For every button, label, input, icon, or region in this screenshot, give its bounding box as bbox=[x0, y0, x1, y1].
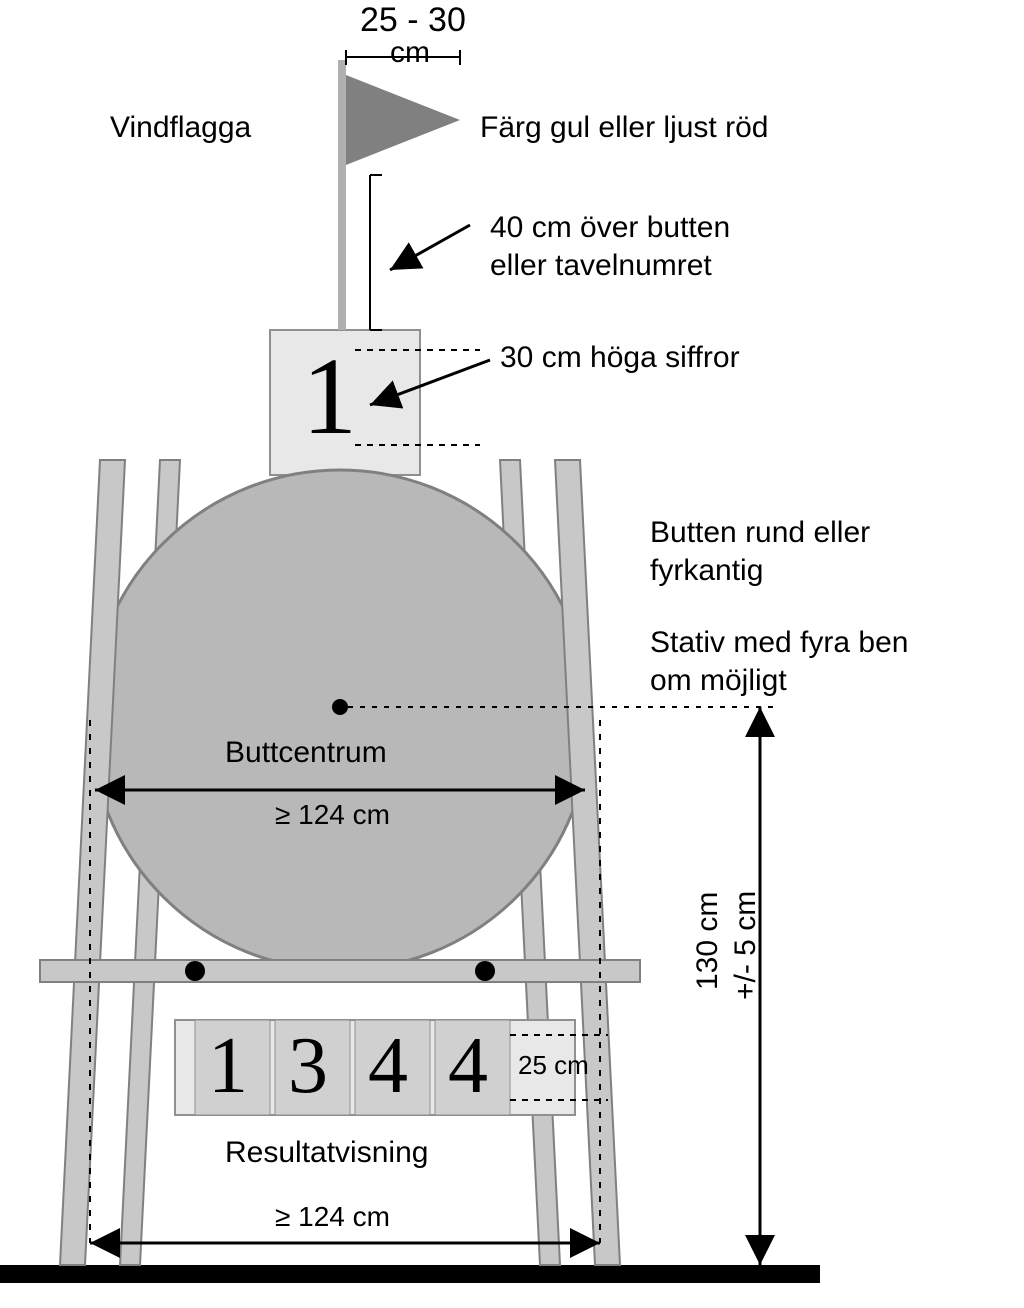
pole-note-2: eller tavelnumret bbox=[490, 248, 712, 284]
vindflagga-label: Vindflagga bbox=[110, 110, 251, 146]
leg-front-right bbox=[555, 460, 620, 1265]
score-d4: 4 bbox=[448, 1018, 488, 1114]
stativ-l1: Stativ med fyra ben bbox=[650, 625, 908, 661]
butten-l1: Butten rund eller bbox=[650, 515, 870, 551]
ground-line bbox=[0, 1265, 820, 1283]
bolt-left bbox=[185, 961, 205, 981]
resultat-label: Resultatvisning bbox=[225, 1135, 428, 1171]
center-dot bbox=[332, 699, 348, 715]
score-d3: 4 bbox=[368, 1018, 408, 1114]
siffror-label: 30 cm höga siffror bbox=[500, 340, 740, 376]
target-circle bbox=[90, 470, 590, 970]
score-height-label: 25 cm bbox=[518, 1050, 589, 1081]
pole-note-1: 40 cm över butten bbox=[490, 210, 730, 246]
base-width-label: ≥ 124 cm bbox=[275, 1200, 390, 1234]
score-d1: 1 bbox=[208, 1018, 248, 1114]
flag-pole bbox=[338, 60, 346, 330]
height-tol-label: +/- 5 cm bbox=[728, 891, 764, 1000]
buttcentrum-label: Buttcentrum bbox=[225, 735, 387, 771]
diameter-label: ≥ 124 cm bbox=[275, 798, 390, 832]
board-number: 1 bbox=[302, 330, 357, 462]
farg-label: Färg gul eller ljust röd bbox=[480, 110, 768, 146]
bolt-right bbox=[475, 961, 495, 981]
butten-l2: fyrkantig bbox=[650, 553, 763, 589]
score-d2: 3 bbox=[288, 1018, 328, 1114]
arrow-to-pole bbox=[390, 225, 470, 270]
leg-front-left bbox=[60, 460, 125, 1265]
stativ-l2: om möjligt bbox=[650, 663, 787, 699]
height-main-label: 130 cm bbox=[690, 892, 726, 990]
wind-flag bbox=[346, 75, 460, 165]
diagram-canvas: 25 - 30 cm Vindflagga Färg gul eller lju… bbox=[0, 0, 1024, 1308]
flag-dim-unit: cm bbox=[390, 35, 430, 71]
